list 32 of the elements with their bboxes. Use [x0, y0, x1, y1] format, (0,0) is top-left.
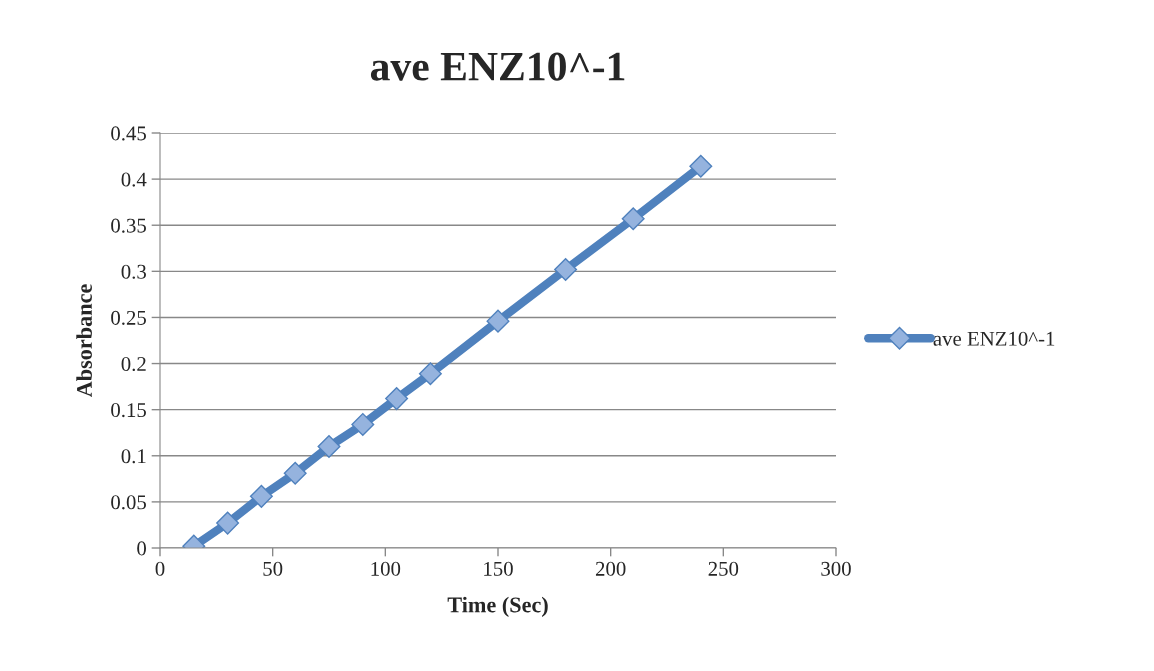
x-tick-label: 100 — [371, 561, 401, 576]
y-tick-label: 0.25 — [111, 310, 146, 325]
point — [554, 257, 578, 281]
x-tick-label: 200 — [595, 561, 626, 576]
x-tick-label: 0 — [155, 561, 165, 576]
point — [418, 362, 442, 386]
point — [621, 207, 645, 231]
y-tick-label: 0.05 — [111, 495, 146, 510]
x-tick-label: 300 — [821, 561, 851, 576]
chart-title: ave ENZ10^-1 — [370, 52, 625, 81]
y-axis-title: Absorbance — [76, 284, 92, 398]
point — [689, 154, 713, 178]
x-tick-label: 250 — [708, 561, 739, 576]
point — [351, 412, 375, 436]
point — [486, 309, 510, 333]
legend-label: ave ENZ10^-1 — [933, 331, 1055, 346]
point — [283, 461, 307, 485]
point — [249, 484, 273, 508]
x-axis-title: Time (Sec) — [447, 596, 548, 617]
x-tick-label: 50 — [263, 561, 283, 576]
y-tick-label: 0.45 — [111, 126, 146, 141]
point — [216, 511, 240, 535]
point — [317, 435, 341, 459]
y-tick-label: 0.15 — [111, 403, 146, 418]
x-tick-label: 150 — [484, 561, 513, 576]
point — [385, 387, 409, 411]
y-tick-label: 0 — [137, 541, 147, 556]
y-tick-label: 0.1 — [121, 449, 146, 464]
y-tick-label: 0.3 — [121, 264, 146, 279]
y-tick-label: 0.35 — [111, 218, 146, 233]
y-tick-label: 0.4 — [121, 172, 147, 187]
y-tick-label: 0.2 — [121, 356, 146, 372]
